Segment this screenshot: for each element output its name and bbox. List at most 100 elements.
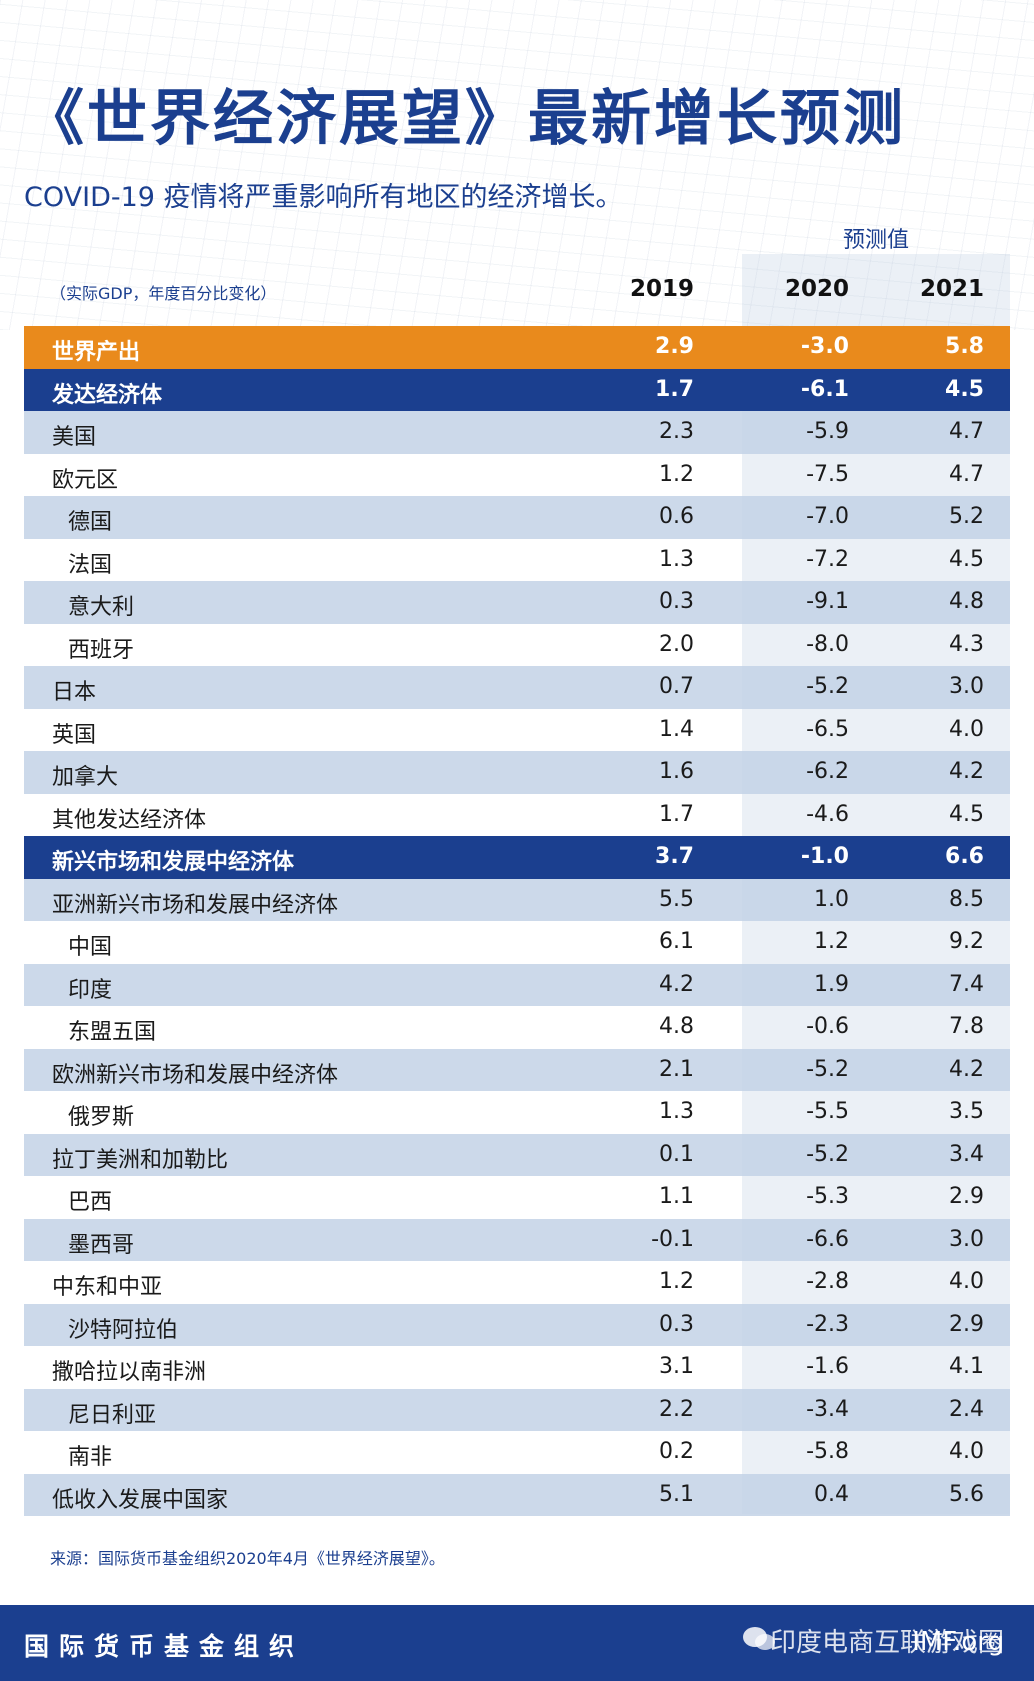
cell-value-2019: 1.3 (659, 1099, 694, 1124)
cell-value-2021: 3.0 (949, 1226, 984, 1252)
cell-value-2020: 1.9 (814, 971, 849, 997)
table-row: 加拿大 1.6 -6.2 4.2 (24, 751, 1010, 794)
cell-value-2021: 4.5 (945, 376, 984, 402)
cell-value-2020: -6.1 (800, 376, 849, 402)
cell-value-2021: 8.5 (949, 886, 984, 912)
row-label: 欧洲新兴市场和发展中经济体 (52, 1062, 339, 1088)
column-header-2021: 2021 (919, 276, 984, 302)
table-row: 沙特阿拉伯 0.3 -2.3 2.9 (24, 1303, 1010, 1346)
cell-value-2019: 6.1 (659, 929, 694, 954)
footer-site[interactable]: IMF.org (912, 1627, 1004, 1657)
cell-value-2021: 4.2 (949, 1056, 984, 1082)
row-label: 发达经济体 (52, 382, 163, 408)
row-label: 墨西哥 (68, 1232, 135, 1258)
table-row: 美国 2.3 -5.9 4.7 (24, 411, 1010, 454)
watermark-text: 印度电商互联游戏圈 (769, 1628, 1004, 1658)
table-row: 巴西 1.1 -5.3 2.9 (24, 1176, 1010, 1219)
cell-value-2020: 0.4 (814, 1481, 849, 1507)
cell-value-2020: -5.2 (806, 1056, 849, 1082)
row-label: 意大利 (68, 595, 135, 620)
cell-value-2021: 2.9 (949, 1184, 984, 1209)
cell-value-2019: 1.3 (659, 546, 694, 572)
table-row: 德国 0.6 -7.0 5.2 (24, 496, 1010, 539)
cell-value-2020: -5.8 (806, 1439, 849, 1464)
table-row: 东盟五国 4.8 -0.6 7.8 (24, 1006, 1010, 1049)
cell-value-2021: 3.5 (949, 1099, 984, 1124)
cell-value-2019: 4.2 (659, 971, 694, 997)
row-label: 加拿大 (52, 765, 119, 790)
cell-value-2020: -5.3 (806, 1184, 849, 1209)
cell-value-2021: 4.0 (949, 1439, 984, 1464)
table-row: 南非 0.2 -5.8 4.0 (24, 1431, 1010, 1474)
cell-value-2021: 4.0 (949, 716, 984, 742)
table-row: 英国 1.4 -6.5 4.0 (24, 709, 1010, 752)
table-row: 亚洲新兴市场和发展中经济体 5.5 1.0 8.5 (24, 878, 1010, 921)
page-title: 《世界经济展望》最新增长预测 (24, 84, 906, 154)
cell-value-2020: -5.9 (806, 419, 849, 444)
cell-value-2019: -0.1 (651, 1226, 694, 1252)
cell-value-2021: 4.7 (949, 461, 984, 487)
row-label: 巴西 (68, 1190, 113, 1215)
cell-value-2020: -1.6 (806, 1354, 849, 1379)
column-header-2019: 2019 (629, 276, 694, 302)
cell-value-2020: -3.0 (800, 334, 849, 359)
row-label: 沙特阿拉伯 (68, 1317, 179, 1343)
source-note: 来源：国际货币基金组织2020年4月《世界经济展望》。 (50, 1549, 445, 1568)
cell-value-2019: 2.2 (659, 1396, 694, 1422)
row-label: 拉丁美洲和加勒比 (52, 1147, 229, 1173)
cell-value-2021: 4.0 (949, 1269, 984, 1294)
cell-value-2019: 5.5 (659, 886, 694, 912)
cell-value-2019: 2.1 (659, 1056, 694, 1082)
cell-value-2021: 9.2 (949, 929, 984, 954)
row-label: 亚洲新兴市场和发展中经济体 (52, 892, 339, 918)
table-body: 世界产出 2.9 -3.0 5.8 发达经济体 1.7 -6.1 4.5 美国 2.3 -5.9 4.… (24, 326, 1010, 1516)
cell-value-2020: -7.5 (806, 461, 849, 487)
row-label: 德国 (68, 510, 113, 535)
cell-value-2019: 5.1 (659, 1481, 694, 1507)
cell-value-2019: 0.7 (659, 674, 694, 699)
cell-value-2019: 1.6 (659, 759, 694, 784)
row-label: 英国 (52, 722, 97, 748)
cell-value-2019: 0.6 (659, 504, 694, 529)
row-label: 法国 (68, 552, 113, 578)
cell-value-2021: 6.6 (945, 844, 984, 869)
row-label: 新兴市场和发展中经济体 (52, 850, 295, 875)
cell-value-2019: 3.7 (655, 844, 694, 869)
table-row: 其他发达经济体 1.7 -4.6 4.5 (24, 794, 1010, 837)
cell-value-2019: 2.9 (655, 334, 694, 359)
table-row: 欧洲新兴市场和发展中经济体 2.1 -5.2 4.2 (24, 1048, 1010, 1091)
table-row: 新兴市场和发展中经济体 3.7 -1.0 6.6 (24, 836, 1010, 879)
table-row: 意大利 0.3 -9.1 4.8 (24, 581, 1010, 624)
table-row: 俄罗斯 1.3 -5.5 3.5 (24, 1091, 1010, 1134)
cell-value-2019: 0.3 (659, 1311, 694, 1337)
row-label: 撒哈拉以南非洲 (52, 1360, 207, 1385)
row-label: 日本 (52, 680, 97, 705)
units-label: （实际GDP，年度百分比变化） (50, 284, 277, 303)
table-row: 中东和中亚 1.2 -2.8 4.0 (24, 1261, 1010, 1304)
table-row: 欧元区 1.2 -7.5 4.7 (24, 454, 1010, 497)
cell-value-2020: 1.0 (814, 886, 849, 912)
table-row: 法国 1.3 -7.2 4.5 (24, 539, 1010, 582)
cell-value-2019: 2.0 (659, 631, 694, 657)
row-label: 俄罗斯 (68, 1105, 135, 1130)
row-label: 西班牙 (68, 637, 135, 663)
cell-value-2021: 7.4 (949, 971, 984, 997)
footer-bar: 国际货币基金组织 IMF.org (0, 1605, 1034, 1681)
cell-value-2020: 1.2 (814, 929, 849, 954)
cell-value-2020: -7.2 (806, 546, 849, 572)
cell-value-2019: 4.8 (659, 1014, 694, 1039)
cell-value-2021: 3.4 (949, 1141, 984, 1167)
cell-value-2020: -5.2 (806, 674, 849, 699)
table-row: 西班牙 2.0 -8.0 4.3 (24, 624, 1010, 667)
row-label: 中国 (68, 935, 113, 960)
table-row: 中国 6.1 1.2 9.2 (24, 921, 1010, 964)
row-label: 尼日利亚 (68, 1402, 157, 1428)
table-row: 世界产出 2.9 -3.0 5.8 (24, 326, 1010, 369)
row-label: 美国 (52, 425, 97, 450)
background-mesh (0, 0, 1034, 330)
cell-value-2020: -1.0 (800, 844, 849, 869)
wechat-icon (743, 1627, 775, 1650)
table-row: 发达经济体 1.7 -6.1 4.5 (24, 368, 1010, 411)
cell-value-2021: 4.5 (949, 546, 984, 572)
table-header: （实际GDP，年度百分比变化） 2019 2020 2021 (24, 254, 1010, 326)
